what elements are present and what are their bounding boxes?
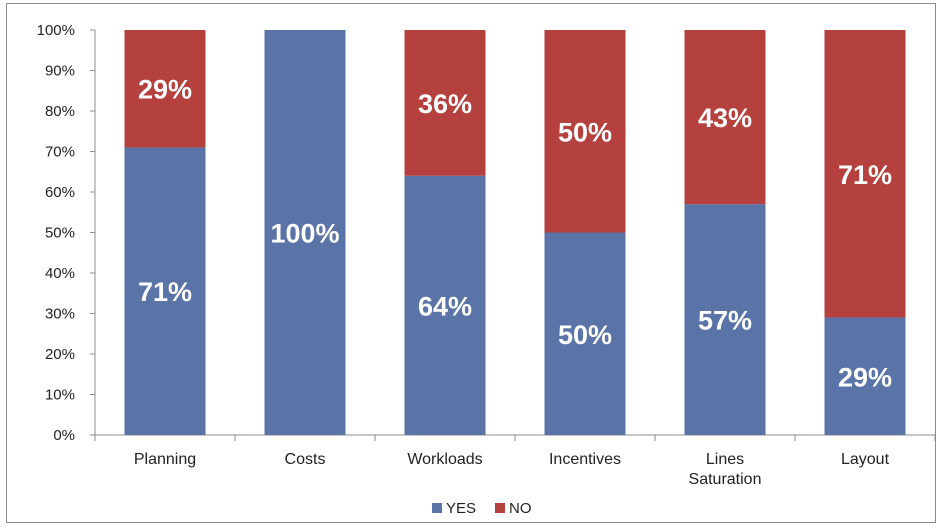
x-category-label: Incentives [549, 451, 621, 468]
y-tick-label: 0% [53, 427, 75, 444]
y-tick-label: 20% [45, 346, 75, 363]
legend-swatch-yes [432, 503, 442, 513]
y-tick-label: 40% [45, 265, 75, 282]
data-label-yes: 29% [838, 362, 892, 392]
bar-yes-workloads [404, 175, 486, 436]
data-label-no: 36% [418, 89, 472, 119]
axes: 0% 10% 20% 30% 40% 50% 60% 70% 80% 90% 100% Plannin… [37, 22, 936, 488]
data-label-no: 43% [698, 103, 752, 133]
bar-yes-incentives [544, 232, 626, 435]
y-tick-label: 50% [45, 225, 75, 242]
y-tick-label: 90% [45, 63, 75, 80]
data-label-no: 71% [838, 160, 892, 190]
legend-swatch-no [495, 503, 505, 513]
bar-yes-planning [124, 147, 206, 435]
x-category-label: Lines Saturation [689, 451, 762, 488]
y-tick-label: 70% [45, 144, 75, 161]
data-label-yes: 57% [698, 306, 752, 336]
legend: YES NO [432, 500, 532, 517]
y-tick-label: 60% [45, 184, 75, 201]
y-tick-label: 80% [45, 103, 75, 120]
bar-no-incentives [544, 30, 626, 233]
bar-yes-costs [264, 30, 346, 435]
bar-yes-lines-saturation [684, 204, 766, 435]
x-category-label: Costs [285, 451, 326, 468]
x-category-label: Planning [134, 451, 196, 468]
bar-no-layout [824, 30, 906, 318]
legend-label-yes: YES [446, 500, 476, 517]
bar-yes-layout [824, 317, 906, 435]
bar-no-planning [124, 30, 206, 148]
data-label-no: 50% [558, 117, 612, 147]
x-category-label: Workloads [407, 451, 482, 468]
legend-label-no: NO [509, 500, 532, 517]
y-tick-label: 10% [45, 387, 75, 404]
data-label-yes: 50% [558, 320, 612, 350]
data-labels: 71% 29% 100% 64% 36% 50% 50% 57% 43% 29% 71% [138, 75, 892, 393]
data-label-yes: 71% [138, 277, 192, 307]
y-tick-label: 30% [45, 306, 75, 323]
bar-no-lines-saturation [684, 30, 766, 205]
y-tick-label: 100% [37, 22, 75, 39]
data-label-yes: 64% [418, 291, 472, 321]
bar-no-workloads [404, 30, 486, 176]
data-label-no: 29% [138, 75, 192, 105]
bars [124, 30, 906, 436]
data-label-yes: 100% [270, 219, 339, 249]
x-category-label: Layout [841, 451, 890, 468]
